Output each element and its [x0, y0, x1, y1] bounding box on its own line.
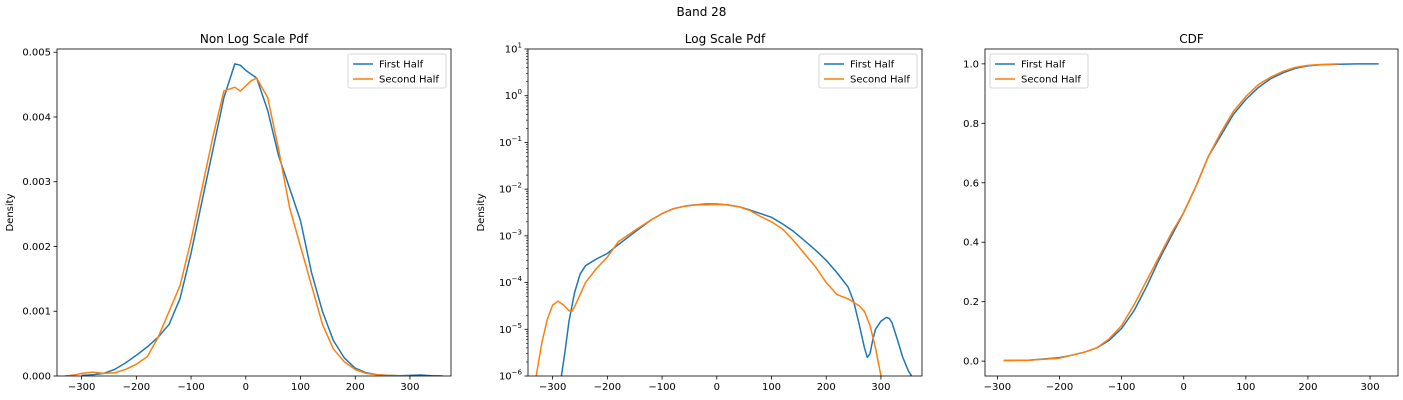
- y-tick-label: 0.005: [22, 48, 51, 59]
- x-tick-label: −100: [177, 382, 204, 393]
- x-tick-label: 0: [714, 382, 720, 393]
- x-tick-label: 100: [1236, 382, 1255, 393]
- y-tick-label: 101: [505, 42, 522, 56]
- x-tick-label: 200: [1298, 382, 1317, 393]
- x-tick-label: 200: [817, 382, 836, 393]
- axes-frame: [984, 48, 1399, 377]
- series-line-second-half: [535, 203, 882, 376]
- chart-title: Log Scale Pdf: [685, 32, 766, 46]
- x-tick-label: 0: [243, 382, 249, 393]
- x-tick-label: −300: [539, 382, 566, 393]
- x-tick-label: 200: [346, 382, 365, 393]
- y-tick-label: 0.003: [22, 177, 51, 188]
- y-tick-label: 100: [505, 88, 522, 102]
- legend-label: Second Half: [379, 75, 439, 86]
- x-tick-label: −100: [1108, 382, 1135, 393]
- series-line-second-half: [1003, 63, 1340, 362]
- chart-title: CDF: [1179, 32, 1204, 46]
- chart-panel-0: Non Log Scale Pdf −300 −200 −100 0 100 200 300 0…: [5, 32, 452, 393]
- chart-panel-1: Log Scale Pdf −300 −200 −100 0 100 200 300 10−6 1…: [476, 32, 923, 393]
- y-axis-label: Density: [5, 193, 16, 231]
- axes-frame: [527, 48, 923, 377]
- legend-label: First Half: [850, 60, 895, 71]
- series-line-second-half: [65, 77, 411, 376]
- chart-title: Non Log Scale Pdf: [200, 32, 309, 46]
- legend-label: First Half: [1021, 60, 1066, 71]
- x-tick-label: −300: [68, 382, 95, 393]
- y-tick-label: 0.002: [22, 242, 51, 253]
- y-tick-label: 0.6: [963, 178, 979, 189]
- x-tick-label: −200: [123, 382, 150, 393]
- y-tick-label: 10−2: [499, 182, 522, 196]
- series-line-first-half: [1003, 63, 1379, 362]
- x-tick-label: −100: [648, 382, 675, 393]
- y-tick-label: 10−3: [499, 228, 522, 242]
- series-line-first-half: [560, 203, 913, 376]
- y-tick-label: 0.4: [963, 238, 979, 249]
- legend: First Half Second Half: [989, 53, 1089, 89]
- figure-title: Band 28: [676, 5, 727, 19]
- y-tick-label: 0.001: [22, 307, 51, 318]
- axes-frame: [56, 48, 452, 377]
- legend-label: First Half: [379, 60, 424, 71]
- legend: First Half Second Half: [347, 53, 447, 89]
- y-tick-label: 10−5: [499, 322, 522, 336]
- y-tick-label: 10−6: [499, 369, 523, 383]
- x-tick-label: 300: [400, 382, 419, 393]
- y-axis-label: Density: [476, 193, 487, 231]
- x-tick-label: 0: [1181, 382, 1187, 393]
- x-tick-label: 300: [871, 382, 890, 393]
- x-tick-label: 300: [1361, 382, 1380, 393]
- chart-panel-2: CDF −300 −200 −100 0 100 200 300 0.0 0.2 0.4 0.6 0.8…: [963, 32, 1399, 393]
- y-tick-label: 0.004: [22, 112, 51, 123]
- y-tick-label: 0.2: [963, 297, 979, 308]
- x-tick-label: 100: [291, 382, 310, 393]
- y-tick-label: 0.8: [963, 119, 979, 130]
- x-tick-label: 100: [762, 382, 781, 393]
- x-tick-label: −300: [984, 382, 1011, 393]
- y-tick-label: 0.0: [963, 357, 979, 368]
- y-tick-label: 1.0: [963, 59, 979, 70]
- legend-label: Second Half: [850, 75, 910, 86]
- y-tick-label: 10−1: [499, 135, 522, 149]
- x-tick-label: −200: [594, 382, 621, 393]
- y-tick-label: 10−4: [499, 275, 523, 289]
- series-line-first-half: [81, 63, 443, 376]
- legend-label: Second Half: [1021, 75, 1081, 86]
- legend: First Half Second Half: [818, 53, 918, 89]
- x-tick-label: −200: [1046, 382, 1073, 393]
- y-tick-label: 0.000: [22, 372, 51, 383]
